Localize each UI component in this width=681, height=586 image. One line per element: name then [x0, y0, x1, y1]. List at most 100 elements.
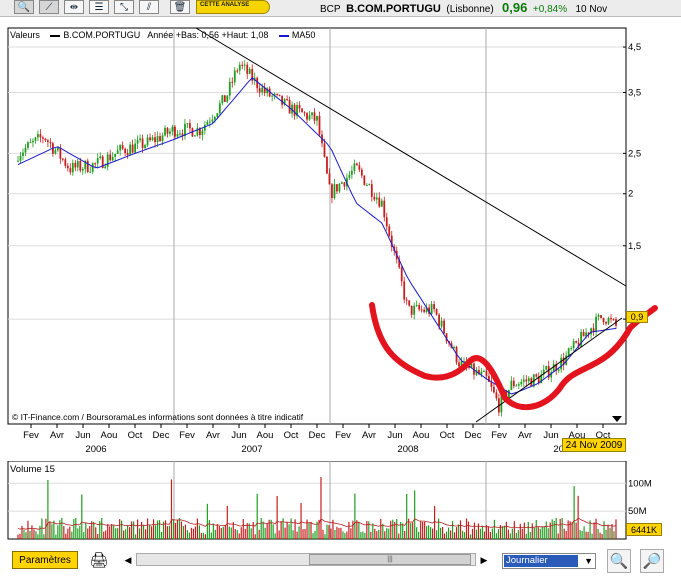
zoom-out-icon[interactable]: 🔍 — [607, 549, 631, 573]
trendline-resistance — [195, 27, 627, 287]
scroll-right-arrow-icon[interactable]: ▶ — [480, 555, 488, 565]
channel-tool-icon[interactable]: ⫽ — [139, 0, 159, 14]
candle-body — [547, 366, 550, 378]
candle-body — [512, 380, 515, 387]
month-tick-label: Avr — [518, 430, 532, 441]
candle-body — [318, 116, 321, 135]
candle-body — [221, 95, 224, 104]
zoom-tool-icon[interactable]: 🔍 — [14, 0, 34, 14]
analyse-button[interactable]: CETTE ANALYSE — [196, 0, 270, 14]
horizontal-line-tool-icon[interactable]: ⇹ — [64, 0, 84, 14]
candle-body — [179, 133, 181, 135]
price-plot-area — [7, 27, 627, 425]
candle-body — [94, 163, 97, 165]
month-tick-label: Dec — [309, 430, 326, 441]
candle-body — [233, 70, 236, 83]
candle-body — [121, 145, 124, 149]
scroll-left-arrow-icon[interactable]: ◀ — [124, 555, 132, 565]
candle-body — [144, 145, 146, 148]
month-tick-label: Oct — [284, 430, 299, 441]
candle-body — [19, 155, 22, 161]
period-select[interactable]: Journalier ▼ — [502, 553, 596, 569]
candle-body — [196, 128, 199, 136]
month-tick-label: Avr — [206, 430, 220, 441]
candle-body — [226, 95, 229, 102]
candle-body — [298, 104, 301, 109]
candle-body — [206, 122, 209, 125]
candle-body — [278, 94, 281, 96]
zoom-in-icon[interactable]: 🔎 — [640, 549, 664, 573]
candle-body — [507, 389, 510, 398]
parameters-label: Paramètres — [19, 555, 71, 566]
candle-body — [473, 363, 475, 375]
price-tick-label: 3,5 — [628, 88, 641, 99]
candle-body — [109, 154, 112, 161]
candle-body — [517, 384, 520, 386]
candle-body — [24, 147, 27, 153]
price-tick-label: 4,5 — [628, 42, 641, 53]
last-price-badge: 0,9 — [626, 311, 648, 323]
candle-body — [186, 123, 189, 125]
candle-body — [485, 370, 488, 377]
candle-body — [475, 370, 478, 375]
line-tool-icon[interactable]: ⟋ — [39, 0, 59, 14]
trash-icon[interactable]: 🗑 — [170, 0, 190, 14]
candle-body — [37, 134, 39, 138]
candle-body — [348, 174, 351, 178]
candle-body — [575, 341, 578, 343]
volume-bars — [17, 476, 617, 539]
candle-body — [567, 348, 570, 356]
candle-body — [358, 165, 361, 170]
candle-body — [403, 281, 406, 300]
candle-body — [378, 197, 381, 207]
candle-body — [84, 160, 87, 170]
quote-code: BCP — [320, 4, 341, 15]
candle-body — [597, 315, 600, 317]
month-tick-label: Fev — [335, 430, 351, 441]
volume-y-axis: 100M 50M — [628, 478, 652, 517]
candle-body — [550, 372, 553, 378]
candle-body — [331, 184, 333, 199]
candle-body — [34, 137, 37, 141]
month-tick-label: Fev — [179, 430, 195, 441]
print-icon[interactable]: 🖨 — [89, 552, 109, 569]
price-chart[interactable]: 4,53,52,521,51 FevAvrJunAouOctDecFevAvrJ… — [0, 18, 681, 463]
month-tick-label: Jun — [543, 430, 558, 441]
candle-body — [131, 144, 134, 153]
candle-body — [453, 346, 455, 348]
candle-body — [443, 320, 445, 334]
candle-body — [184, 123, 186, 136]
candle-body — [271, 95, 274, 97]
candle-body — [194, 135, 196, 137]
month-tick-label: Aou — [257, 430, 274, 441]
candle-body — [605, 322, 607, 324]
candle-body — [99, 156, 102, 159]
candle-body — [27, 142, 29, 148]
candle-body — [425, 307, 428, 312]
candle-body — [96, 158, 99, 164]
candle-body — [380, 200, 383, 207]
legend-label: Valeurs — [10, 30, 40, 40]
candle-body — [139, 138, 141, 141]
candle-body — [495, 392, 498, 399]
candle-body — [273, 93, 276, 96]
chart-legend: Valeurs B.COM.PORTUGU Année +Bas: 0,56 +… — [10, 30, 315, 40]
candle-body — [306, 113, 308, 120]
candle-body — [281, 95, 284, 105]
year-label: 2006 — [85, 444, 106, 455]
fibonacci-tool-icon[interactable]: ☰ — [89, 0, 109, 14]
arrows-tool-icon[interactable]: ⤡ — [114, 0, 134, 14]
quote-market: (Lisbonne) — [446, 4, 494, 15]
candle-body — [415, 305, 418, 307]
candle-body — [577, 342, 580, 347]
candle-body — [151, 137, 154, 141]
candle-body — [326, 156, 328, 174]
candle-body — [423, 309, 426, 312]
candle-body — [336, 184, 338, 192]
parameters-button[interactable]: Paramètres — [12, 551, 78, 569]
scrollbar-thumb[interactable]: ||| — [309, 554, 471, 565]
candle-body — [29, 142, 32, 144]
volume-tick-label: 50M — [628, 506, 647, 517]
candle-body — [433, 304, 436, 310]
time-scrollbar[interactable]: ||| — [136, 553, 476, 566]
